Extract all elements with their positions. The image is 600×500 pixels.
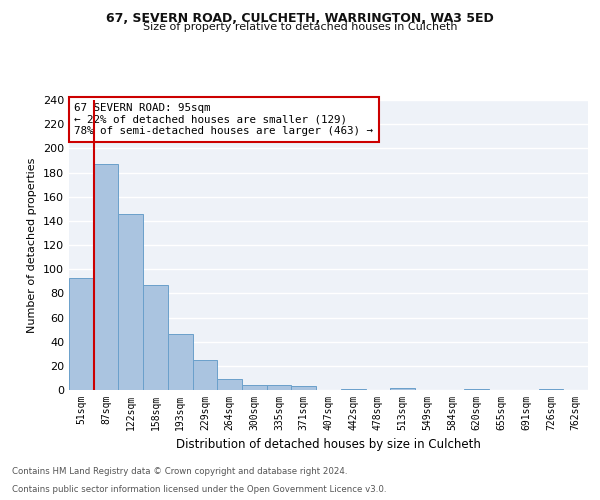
Text: Size of property relative to detached houses in Culcheth: Size of property relative to detached ho… [143, 22, 457, 32]
Y-axis label: Number of detached properties: Number of detached properties [28, 158, 37, 332]
Bar [242, 385, 267, 390]
Text: Contains HM Land Registry data © Crown copyright and database right 2024.: Contains HM Land Registry data © Crown c… [12, 467, 347, 476]
Bar [94, 164, 118, 390]
Bar [168, 334, 193, 390]
Bar [292, 386, 316, 390]
Text: 67 SEVERN ROAD: 95sqm
← 22% of detached houses are smaller (129)
78% of semi-det: 67 SEVERN ROAD: 95sqm ← 22% of detached … [74, 103, 373, 136]
X-axis label: Distribution of detached houses by size in Culcheth: Distribution of detached houses by size … [176, 438, 481, 452]
Bar [539, 389, 563, 390]
Bar [267, 385, 292, 390]
Bar [390, 388, 415, 390]
Bar [193, 360, 217, 390]
Text: Contains public sector information licensed under the Open Government Licence v3: Contains public sector information licen… [12, 485, 386, 494]
Bar [341, 389, 365, 390]
Bar [69, 278, 94, 390]
Bar [118, 214, 143, 390]
Bar [217, 379, 242, 390]
Text: 67, SEVERN ROAD, CULCHETH, WARRINGTON, WA3 5ED: 67, SEVERN ROAD, CULCHETH, WARRINGTON, W… [106, 12, 494, 26]
Bar [464, 389, 489, 390]
Bar [143, 285, 168, 390]
